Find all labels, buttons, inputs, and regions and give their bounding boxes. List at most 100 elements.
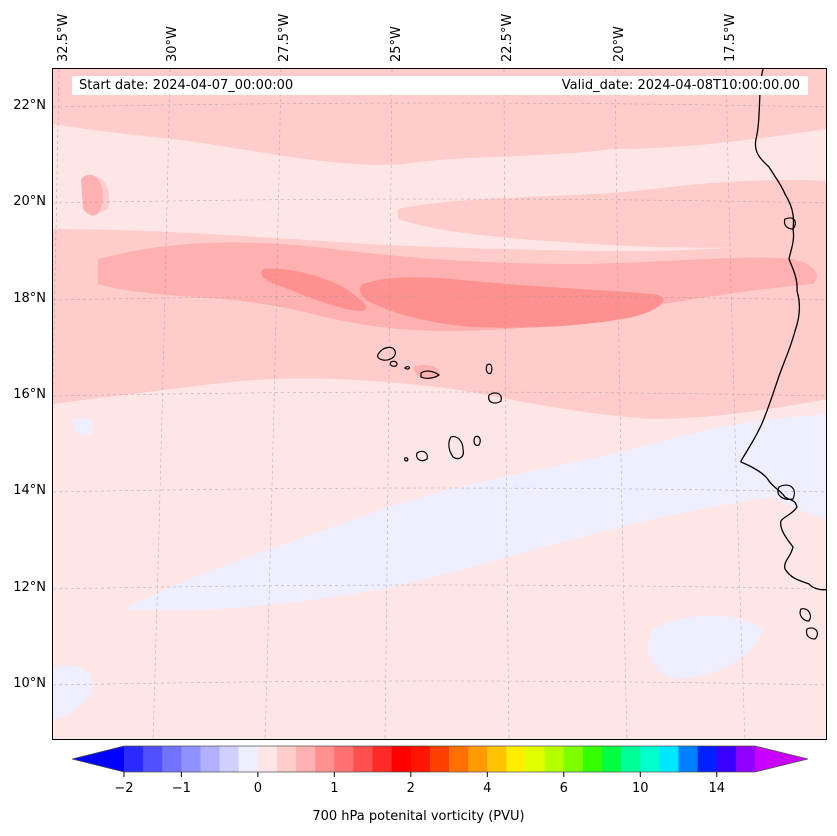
colorbar-segment [219,746,240,772]
island-fogo [416,450,428,462]
gridline-lon-22-5 [503,69,510,739]
lon-label-20w: 20°W [612,26,627,62]
lon-label-17-5w: 17.5°W [723,13,738,62]
colorbar-segment [276,746,297,772]
colorbar-tick-label: 10 [631,781,649,796]
field-negative-south-band [123,414,826,611]
colorbar-segment [334,746,354,772]
coast-bissagos [799,608,819,640]
lat-label-22n: 22°N [13,98,46,113]
lat-label-20n: 20°N [13,194,46,209]
field-negative-east-patch [648,615,763,679]
colorbar-segment [296,746,316,772]
colorbar-segment [353,746,374,772]
lon-label-30w: 30°W [165,26,180,62]
gridline-lat-14 [53,487,826,493]
gridline-lat-18 [53,295,826,301]
field-band-1-2-west [81,174,103,216]
colorbar-segment [640,746,660,772]
map-panel [52,68,827,740]
field-core-west [261,268,367,311]
island-sao-vicente [389,360,398,367]
field-blob-island [413,365,440,380]
gridline-lat-12 [53,584,826,590]
colorbar-segment [525,746,546,772]
colorbar-outline [71,745,809,773]
colorbar-tick-label: −1 [171,781,191,796]
lon-label-25w: 25°W [389,26,404,62]
colorbar-extend-min [72,746,124,772]
lat-label-14n: 14°N [13,483,46,498]
colorbar-tick-label: 0 [253,781,262,796]
island-brava [404,457,409,462]
gridline-lon-27-5 [264,69,282,739]
cape-verde-islands [377,346,502,462]
lat-label-16n: 16°N [13,387,46,402]
colorbar-segment [238,746,259,772]
colorbar-tick-label: −2 [114,781,134,796]
colorbar-tick-label: 1 [330,781,339,796]
map-canvas [53,69,826,739]
colorbar-segment [124,746,144,772]
island-sal [485,363,493,375]
gridlines [53,69,826,739]
colorbar-segment [582,746,603,772]
gridline-lon-25 [384,69,393,739]
coast-inlet-2 [777,484,795,500]
lon-label-32-5w: 32.5°W [56,13,71,62]
gridline-lon-30 [152,69,171,739]
colorbar-segment [716,746,737,772]
island-boa-vista [488,392,502,404]
colorbar-segment [410,746,431,772]
colorbar-segment [200,746,221,772]
colorbar-segment [315,746,335,772]
lat-label-12n: 12°N [13,580,46,595]
colorbar-tick-label: 14 [708,781,726,796]
field-negative-small-1 [72,417,94,436]
colorbar-segment [143,746,163,772]
field-negative-coast-patch [741,430,826,519]
colorbar-segment [544,746,565,772]
colorbar-segment [468,746,488,772]
colorbar-segment [487,746,507,772]
island-santiago [448,436,464,460]
colorbar-segment [506,746,527,772]
colorbar-segment [372,746,393,772]
colorbar-segment [563,746,584,772]
lat-label-18n: 18°N [13,291,46,306]
start-date-label: Start date: 2024-04-07_00:00:00 [79,78,294,93]
coast-inlet-1 [783,217,796,230]
gridline-lon-17-5 [725,69,746,739]
gridline-lat-16 [53,391,826,397]
african-coastline [740,69,826,591]
field-band-north-2 [398,179,826,248]
colorbar-segment [257,746,278,772]
gridline-lat-20 [53,198,826,204]
colorbar-segment [659,746,680,772]
colorbar-segment [449,746,469,772]
island-santo-antao [377,346,396,361]
colorbar-segment [602,746,622,772]
valid-date-label: Valid_date: 2024-04-08T10:00:00.00 [561,78,800,93]
island-santa-luzia [404,366,411,370]
lon-label-27-5w: 27.5°W [277,13,292,62]
field-negative-west-patch [53,665,93,719]
colorbar-segment [181,746,201,772]
lat-label-10n: 10°N [13,676,46,691]
colorbar-segment [162,746,182,772]
colorbar-title: 700 hPa potenital vorticity (PVU) [312,809,525,824]
colorbar-tick-label: 2 [406,781,415,796]
gridline-lat-10 [53,680,826,686]
island-sao-nicolau [420,370,441,379]
colorbar-segment [391,746,412,772]
colorbar-ticks [123,772,718,777]
colorbar-tick-label: 6 [559,781,568,796]
colorbar-extend-max [755,746,808,772]
colorbar-segment [697,746,718,772]
colorbar-segments [71,745,809,773]
island-maio [473,435,481,446]
gridline-lat-22 [53,102,826,108]
colorbar-tick-label: 4 [483,781,492,796]
colorbar-segment [735,746,756,772]
gridline-lon-20 [614,69,628,739]
